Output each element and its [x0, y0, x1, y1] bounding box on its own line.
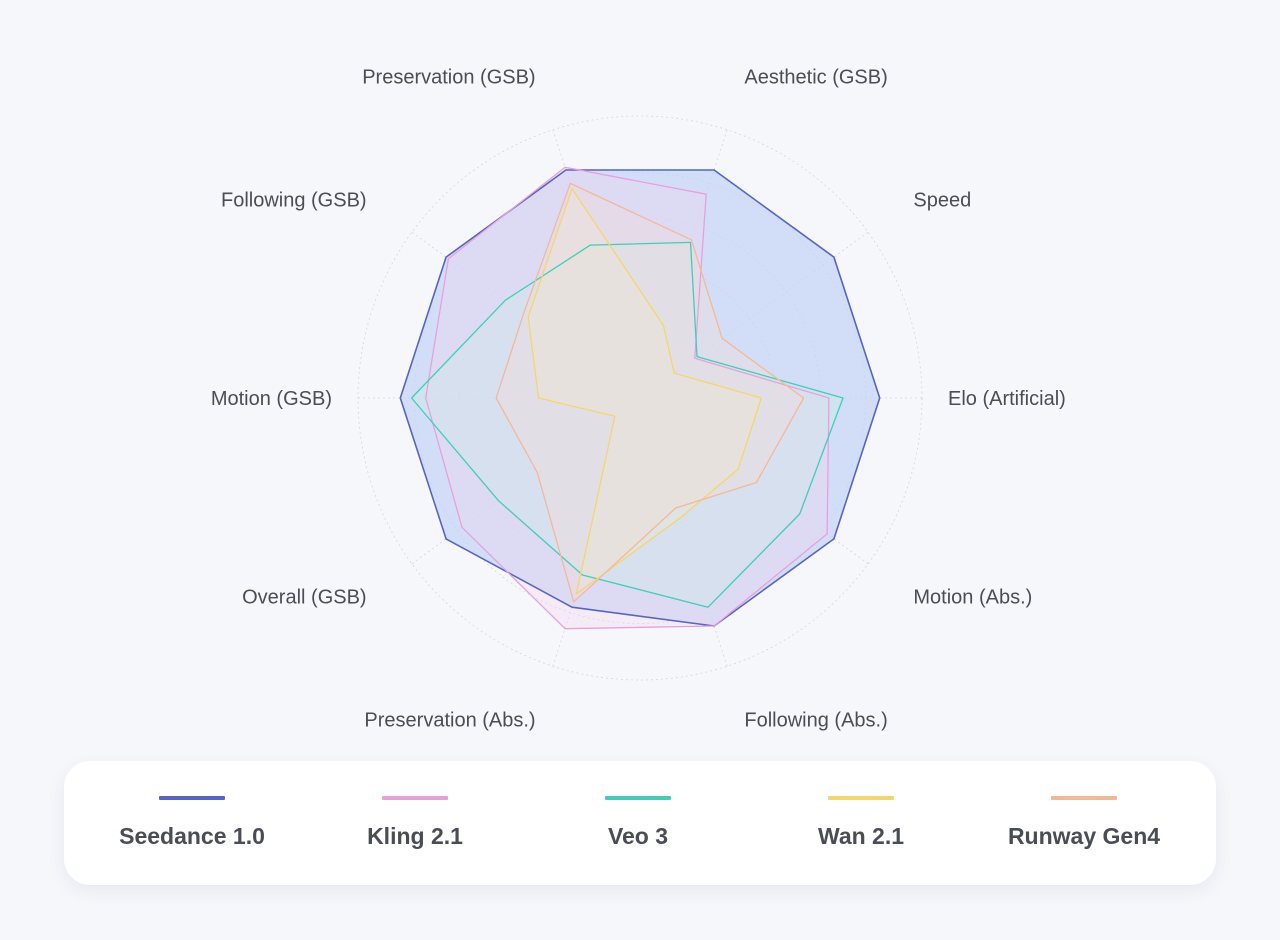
- series-line: [495, 182, 805, 603]
- series-area-fill: [425, 167, 829, 629]
- axis-label: Speed: [913, 189, 971, 211]
- series-areas: [399, 166, 881, 630]
- legend-item-runway[interactable]: Runway Gen4: [969, 761, 1199, 885]
- series-line: [425, 166, 830, 630]
- radar-chart: Elo (Artificial) Speed Aesthetic (GSB) Pres…: [211, 67, 1066, 732]
- legend-item-wan[interactable]: Wan 2.1: [746, 761, 976, 885]
- legend-swatch: [1051, 796, 1117, 800]
- legend-label: Seedance 1.0: [119, 823, 265, 849]
- axis-label: Preservation (GSB): [362, 67, 535, 89]
- series-area-fill: [528, 188, 762, 594]
- legend-item-seedance[interactable]: Seedance 1.0: [77, 761, 307, 885]
- legend-label: Wan 2.1: [817, 823, 905, 849]
- series-line: [527, 188, 762, 595]
- legend-swatch: [382, 796, 448, 800]
- legend-label: Veo 3: [607, 823, 669, 849]
- series-line: [410, 241, 844, 608]
- axis-label: Motion (Abs.): [913, 587, 1032, 609]
- axis-label: Following (GSB): [221, 189, 367, 211]
- legend-item-kling[interactable]: Kling 2.1: [300, 761, 530, 885]
- axis-label: Following (Abs.): [744, 710, 887, 732]
- legend: Seedance 1.0 Kling 2.1 Veo 3 Wan 2.1 Run…: [64, 761, 1216, 885]
- series-line: [399, 169, 881, 627]
- legend-label: Kling 2.1: [367, 823, 463, 849]
- legend-swatch: [159, 796, 225, 800]
- axis-label: Aesthetic (GSB): [744, 67, 887, 89]
- axis-label: Overall (GSB): [242, 587, 366, 609]
- legend-swatch: [828, 796, 894, 800]
- axis-labels: Elo (Artificial) Speed Aesthetic (GSB) Pres…: [211, 67, 1066, 732]
- series-area-fill: [496, 183, 804, 602]
- legend-item-veo[interactable]: Veo 3: [523, 761, 753, 885]
- legend-swatch: [605, 796, 671, 800]
- series-area-fill: [411, 242, 843, 608]
- series-area-fill: [400, 170, 880, 626]
- legend-label: Runway Gen4: [1007, 823, 1161, 849]
- axis-label: Motion (GSB): [211, 388, 332, 410]
- axis-label: Preservation (Abs.): [364, 710, 535, 732]
- axis-label: Elo (Artificial): [948, 388, 1066, 410]
